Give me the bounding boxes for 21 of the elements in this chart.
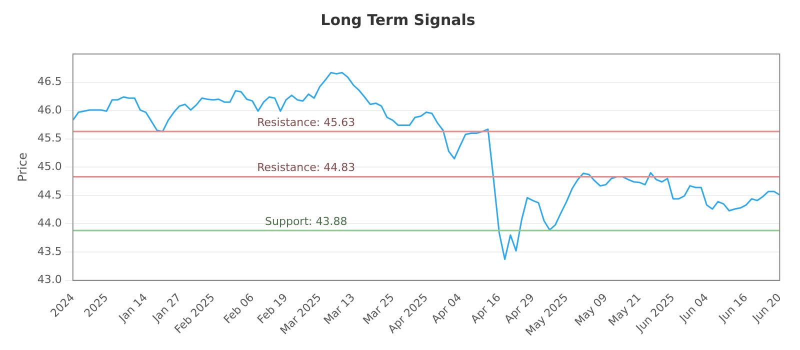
- y-tick-label: 43.5: [37, 244, 62, 258]
- y-tick-label: 46.5: [37, 75, 62, 88]
- y-tick-label: 46.0: [37, 103, 62, 116]
- x-tick-label: Apr 16: [468, 290, 504, 326]
- x-tick-label: Jun 04: [676, 290, 711, 326]
- y-axis-title: Price: [15, 152, 30, 182]
- x-tick-label: Apr 04: [429, 290, 464, 326]
- x-tick-label: Jan 14: [116, 290, 150, 326]
- y-tick-label: 44.5: [37, 188, 62, 202]
- ref-line-label: Support: 43.88: [265, 214, 348, 228]
- chart-title: Long Term Signals: [320, 10, 476, 29]
- x-tick-label: Jun 20: [749, 290, 784, 326]
- y-tick-label: 45.0: [37, 160, 62, 174]
- x-tick-label: Jun 16: [716, 290, 750, 326]
- ref-line-label: Resistance: 44.83: [257, 161, 356, 174]
- x-tick-label: Mar 13: [321, 290, 358, 328]
- ref-line-label: Resistance: 45.63: [257, 116, 356, 129]
- y-tick-label: 45.5: [37, 132, 62, 145]
- x-tick-label: Feb 06: [221, 290, 257, 326]
- y-tick-label: 43.0: [37, 273, 62, 286]
- y-tick-label: 44.0: [37, 216, 62, 230]
